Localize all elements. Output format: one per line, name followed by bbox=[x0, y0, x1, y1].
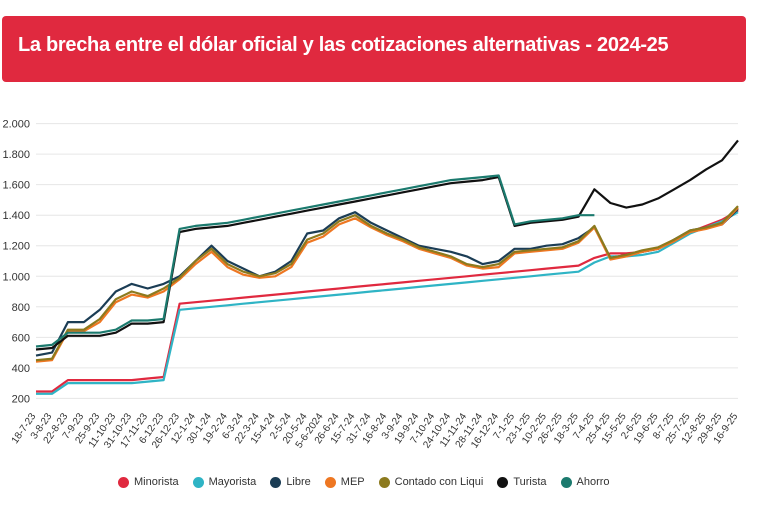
series-line-mep bbox=[35, 206, 739, 363]
series-line-minorista bbox=[36, 209, 739, 393]
legend-marker bbox=[270, 476, 282, 488]
y-tick-label: 1.600 bbox=[2, 180, 30, 192]
y-tick-label: 800 bbox=[12, 302, 30, 314]
legend-marker bbox=[324, 476, 336, 488]
legend-label: Turista bbox=[513, 476, 547, 488]
series-line-mayorista bbox=[36, 211, 739, 395]
y-tick-label: 400 bbox=[12, 363, 30, 375]
legend-label: Ahorro bbox=[576, 476, 610, 488]
title-banner: La brecha entre el dólar oficial y las c… bbox=[2, 16, 746, 82]
legend-item[interactable]: MEP bbox=[324, 476, 365, 488]
legend-marker bbox=[378, 476, 390, 488]
y-tick-label: 1.400 bbox=[2, 210, 30, 222]
legend-item[interactable]: Contado con Liqui bbox=[378, 476, 484, 488]
series-line-contado-con-liqui bbox=[35, 205, 739, 362]
y-tick-label: 200 bbox=[12, 393, 30, 405]
legend-label: Mayorista bbox=[208, 476, 257, 488]
series-line-ahorro bbox=[35, 174, 595, 348]
legend-item[interactable]: Ahorro bbox=[560, 476, 610, 488]
line-chart: 200 400 600 800 1.000 1.200 1.400 1.600 1.800 2.0… bbox=[2, 119, 740, 451]
legend-label: MEP bbox=[340, 476, 365, 488]
chart-legend: Minorista Mayorista Libre MEP Contado con Li… bbox=[118, 476, 610, 488]
legend-item[interactable]: Mayorista bbox=[192, 476, 257, 488]
legend-item[interactable]: Libre bbox=[270, 476, 311, 488]
legend-marker bbox=[560, 476, 572, 488]
y-tick-label: 1.200 bbox=[2, 241, 30, 253]
series-line-turista bbox=[35, 139, 739, 351]
legend-item[interactable]: Minorista bbox=[118, 476, 179, 488]
legend-marker bbox=[497, 476, 509, 488]
legend-label: Libre bbox=[286, 476, 311, 488]
y-tick-label: 600 bbox=[12, 332, 30, 344]
legend-label: Minorista bbox=[134, 476, 179, 488]
legend-label: Contado con Liqui bbox=[394, 476, 484, 488]
legend-marker bbox=[118, 476, 129, 488]
chart-title: La brecha entre el dólar oficial y las c… bbox=[18, 34, 669, 56]
y-tick-label: 1.000 bbox=[2, 271, 30, 283]
legend-marker bbox=[192, 476, 204, 488]
legend-item[interactable]: Turista bbox=[497, 476, 547, 488]
y-tick-label: 2.000 bbox=[2, 119, 30, 131]
series-line-libre bbox=[35, 208, 739, 357]
y-tick-label: 1.800 bbox=[2, 149, 30, 161]
